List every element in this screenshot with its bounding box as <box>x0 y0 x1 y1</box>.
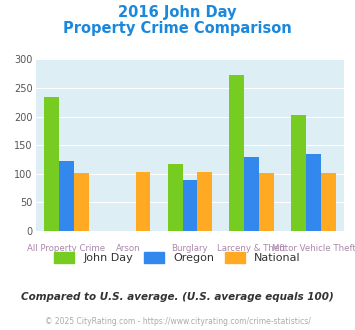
Text: All Property Crime: All Property Crime <box>27 244 105 253</box>
Text: © 2025 CityRating.com - https://www.cityrating.com/crime-statistics/: © 2025 CityRating.com - https://www.city… <box>45 317 310 326</box>
Text: Compared to U.S. average. (U.S. average equals 100): Compared to U.S. average. (U.S. average … <box>21 292 334 302</box>
Bar <box>244 157 259 231</box>
Text: Property Crime Comparison: Property Crime Comparison <box>63 21 292 36</box>
Text: Motor Vehicle Theft: Motor Vehicle Theft <box>272 244 355 253</box>
Text: Burglary: Burglary <box>171 244 208 253</box>
Bar <box>168 164 182 231</box>
Bar <box>259 173 274 231</box>
Bar <box>44 97 59 231</box>
Bar <box>74 173 89 231</box>
Text: 2016 John Day: 2016 John Day <box>118 5 237 20</box>
Bar <box>136 172 151 231</box>
Bar <box>197 172 212 231</box>
Bar <box>306 154 321 231</box>
Bar <box>321 173 336 231</box>
Bar <box>229 76 244 231</box>
Text: Arson: Arson <box>116 244 141 253</box>
Bar <box>182 180 197 231</box>
Bar <box>59 161 74 231</box>
Text: Larceny & Theft: Larceny & Theft <box>217 244 286 253</box>
Legend: John Day, Oregon, National: John Day, Oregon, National <box>51 249 304 267</box>
Bar <box>291 115 306 231</box>
